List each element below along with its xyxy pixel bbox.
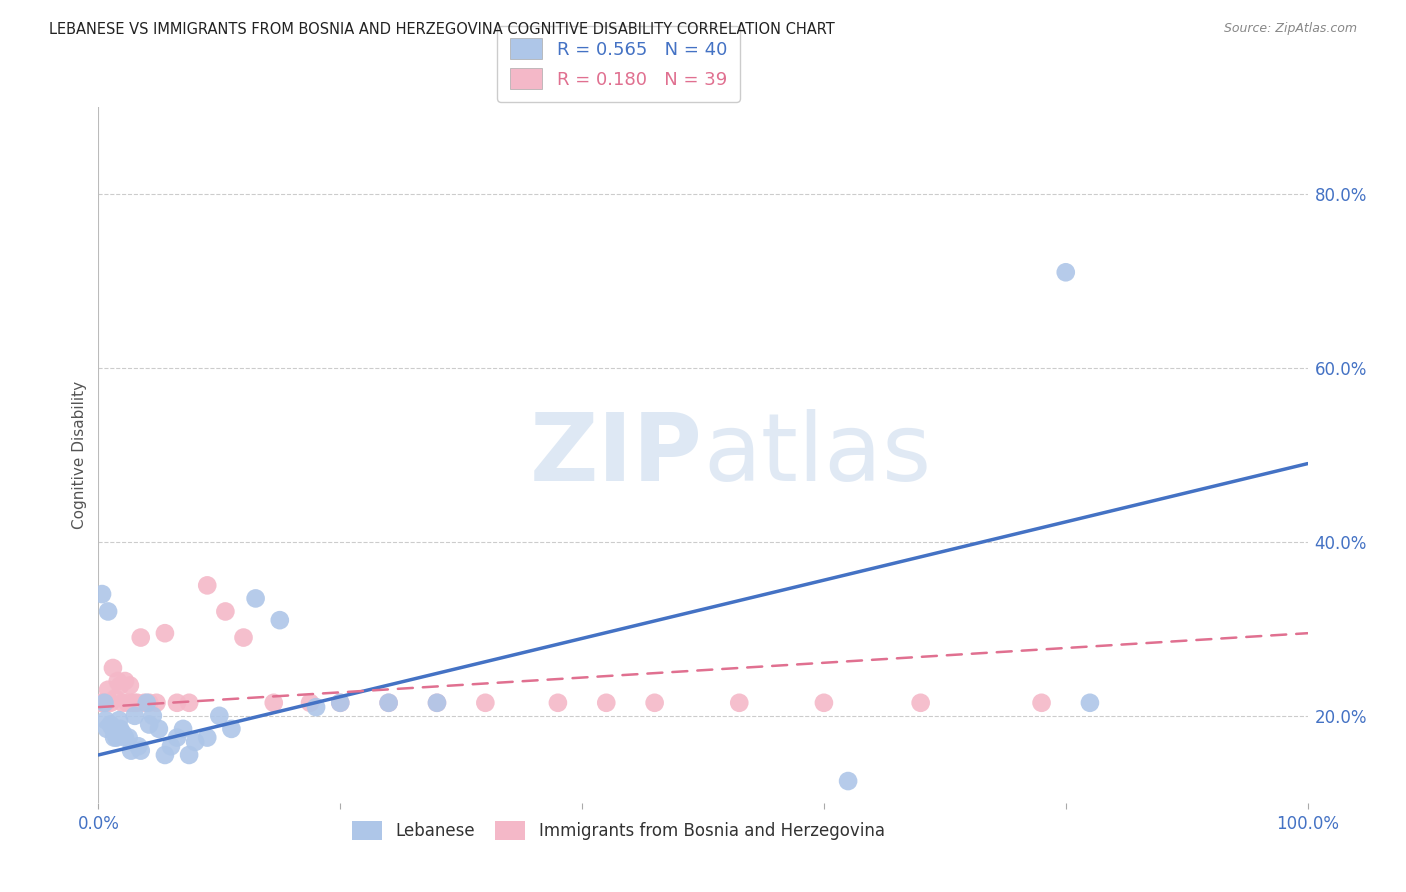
- Point: [195, 578, 218, 592]
- Point: [195, 731, 218, 745]
- Point: [153, 747, 176, 762]
- Point: [121, 696, 143, 710]
- Point: [91, 696, 114, 710]
- Point: [179, 696, 201, 710]
- Point: [135, 696, 157, 710]
- Point: [91, 587, 114, 601]
- Point: [269, 613, 291, 627]
- Point: [644, 696, 666, 710]
- Point: [138, 717, 160, 731]
- Point: [129, 631, 152, 645]
- Point: [184, 735, 207, 749]
- Point: [1031, 696, 1053, 710]
- Point: [179, 747, 201, 762]
- Point: [1078, 696, 1101, 710]
- Point: [329, 696, 352, 710]
- Point: [813, 696, 835, 710]
- Y-axis label: Cognitive Disability: Cognitive Disability: [72, 381, 87, 529]
- Point: [120, 744, 142, 758]
- Point: [426, 696, 449, 710]
- Point: [111, 696, 134, 710]
- Point: [221, 722, 243, 736]
- Point: [910, 696, 932, 710]
- Point: [90, 696, 112, 710]
- Point: [114, 731, 136, 745]
- Point: [160, 739, 183, 754]
- Point: [118, 678, 141, 692]
- Point: [108, 722, 131, 736]
- Text: Source: ZipAtlas.com: Source: ZipAtlas.com: [1223, 22, 1357, 36]
- Point: [214, 605, 236, 619]
- Point: [377, 696, 399, 710]
- Point: [114, 674, 136, 689]
- Point: [96, 722, 118, 736]
- Point: [107, 674, 129, 689]
- Point: [100, 717, 122, 731]
- Point: [94, 713, 117, 727]
- Point: [1054, 265, 1077, 279]
- Point: [93, 696, 115, 710]
- Point: [426, 696, 449, 710]
- Point: [134, 696, 156, 710]
- Point: [108, 713, 131, 727]
- Point: [94, 696, 117, 710]
- Point: [474, 696, 496, 710]
- Point: [208, 708, 231, 723]
- Point: [232, 631, 254, 645]
- Point: [129, 744, 152, 758]
- Point: [245, 591, 267, 606]
- Point: [97, 605, 120, 619]
- Point: [305, 700, 328, 714]
- Point: [166, 696, 188, 710]
- Point: [153, 626, 176, 640]
- Point: [595, 696, 617, 710]
- Point: [127, 696, 149, 710]
- Point: [299, 696, 322, 710]
- Point: [97, 682, 120, 697]
- Point: [148, 722, 170, 736]
- Point: [329, 696, 352, 710]
- Point: [105, 731, 128, 745]
- Point: [166, 731, 188, 745]
- Point: [108, 678, 131, 692]
- Point: [377, 696, 399, 710]
- Point: [104, 691, 127, 706]
- Point: [103, 731, 125, 745]
- Point: [145, 696, 167, 710]
- Point: [124, 696, 146, 710]
- Point: [127, 739, 149, 754]
- Point: [263, 696, 285, 710]
- Point: [100, 696, 122, 710]
- Point: [118, 731, 141, 745]
- Point: [138, 696, 160, 710]
- Point: [111, 726, 134, 740]
- Point: [547, 696, 569, 710]
- Legend: Lebanese, Immigrants from Bosnia and Herzegovina: Lebanese, Immigrants from Bosnia and Her…: [346, 814, 891, 847]
- Point: [101, 661, 124, 675]
- Point: [101, 722, 124, 736]
- Point: [142, 708, 165, 723]
- Point: [172, 722, 194, 736]
- Text: ZIP: ZIP: [530, 409, 703, 501]
- Point: [837, 774, 859, 789]
- Text: atlas: atlas: [703, 409, 931, 501]
- Point: [728, 696, 751, 710]
- Text: LEBANESE VS IMMIGRANTS FROM BOSNIA AND HERZEGOVINA COGNITIVE DISABILITY CORRELAT: LEBANESE VS IMMIGRANTS FROM BOSNIA AND H…: [49, 22, 835, 37]
- Point: [117, 696, 139, 710]
- Point: [124, 708, 146, 723]
